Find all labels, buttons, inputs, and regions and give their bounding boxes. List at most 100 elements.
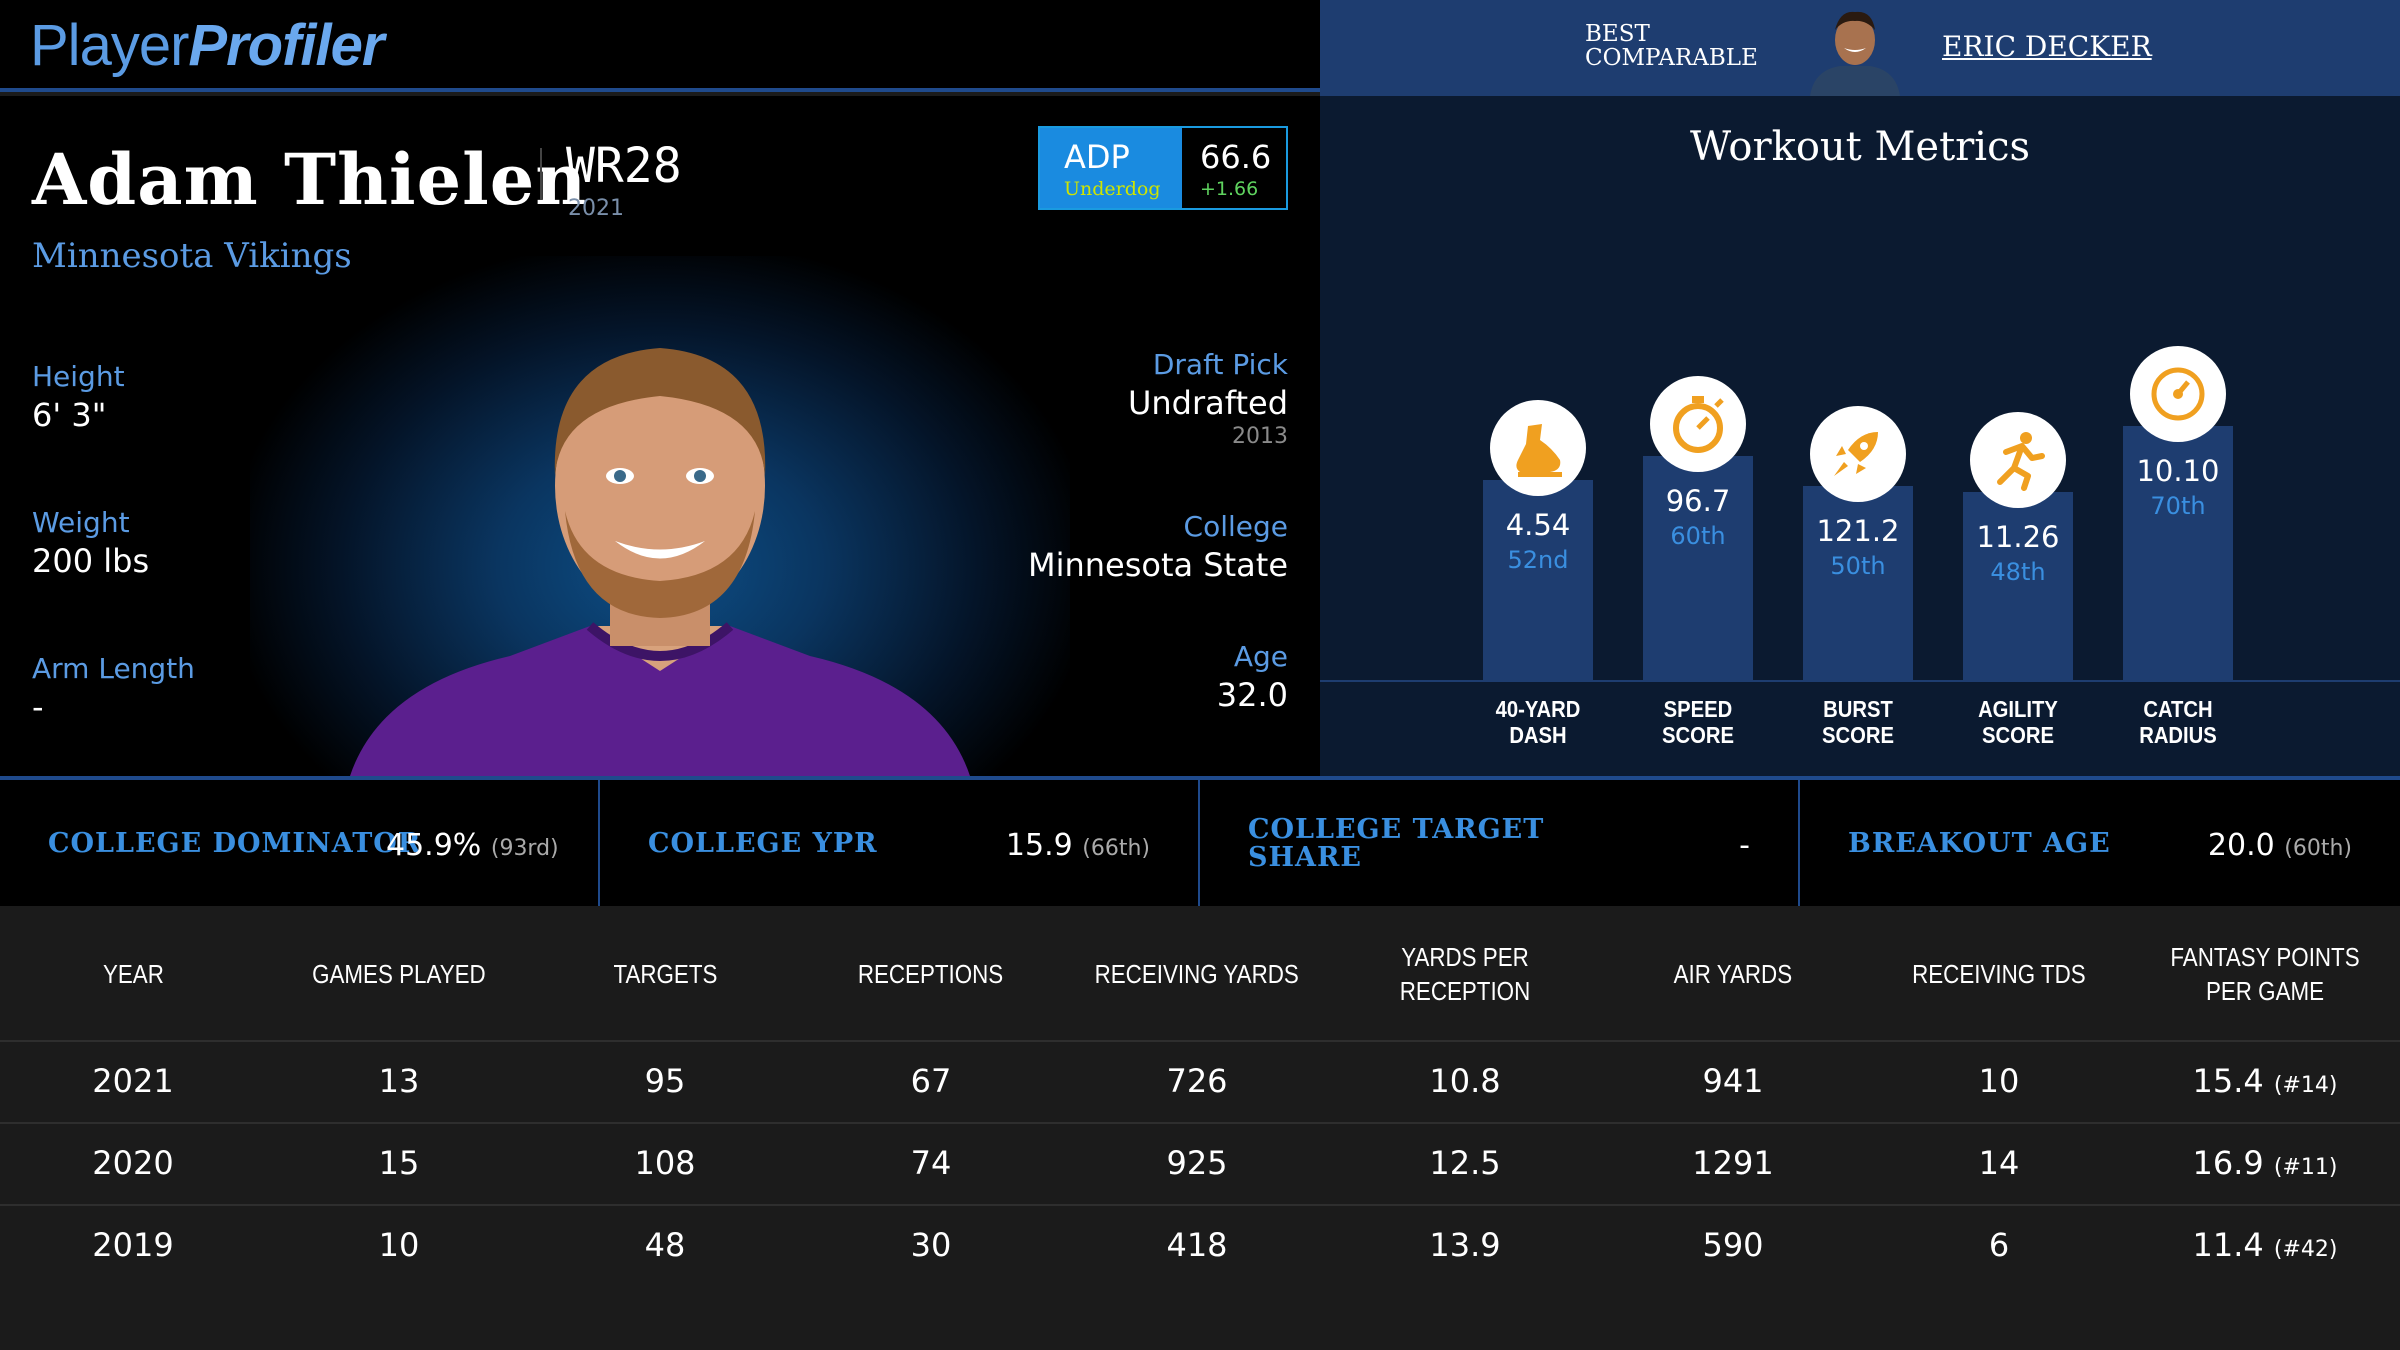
college-target-share-label: COLLEGE TARGET SHARE <box>1248 816 1544 872</box>
metric-value-catch-radius: 10.10 <box>2136 454 2220 488</box>
workout-metrics-title: Workout Metrics <box>1689 124 2031 170</box>
metric-label-line2: DASH <box>1509 722 1567 748</box>
col-header-receptions[interactable]: RECEPTIONS <box>798 906 1064 1042</box>
label-line2: SHARE <box>1248 842 1362 873</box>
metric-label-line2: SCORE <box>1982 722 2054 748</box>
college-ypr-value: 15.9 (66th) <box>1006 828 1150 863</box>
metric-value-40-yard-dash: 4.54 <box>1505 508 1571 542</box>
target-icon <box>2130 346 2226 442</box>
metric-label-catch-radius: CATCH RADIUS <box>2108 696 2249 748</box>
metric-label-line1: BURST <box>1823 696 1893 722</box>
college-ypr-cell[interactable]: COLLEGE YPR 15.9 (66th) <box>600 780 1200 906</box>
comparable-label-line1: BEST <box>1585 21 1650 47</box>
header-text: YEAR <box>102 959 164 989</box>
label-line1: COLLEGE TARGET <box>1248 814 1545 845</box>
metric-bar-speed-score[interactable] <box>1643 456 1753 680</box>
cell-year: 2021 <box>92 1062 174 1100</box>
metric-percentile-40-yard-dash: 52nd <box>1507 546 1569 574</box>
header-text: AIR YARDS <box>1673 959 1793 989</box>
metric-percentile-speed-score: 60th <box>1670 522 1726 550</box>
arm-length-label: Arm Length <box>32 652 195 685</box>
comparable-avatar[interactable] <box>1800 4 1910 96</box>
breakout-age-cell[interactable]: BREAKOUT AGE 20.0 (60th) <box>1800 780 2400 906</box>
col-header-air-yards[interactable]: AIR YARDS <box>1600 906 1866 1042</box>
cell-year: 2019 <box>92 1226 174 1264</box>
col-header-games-played[interactable]: GAMES PLAYED <box>266 906 532 1042</box>
comparable-player-link[interactable]: ERIC DECKER <box>1942 30 2152 63</box>
header-text: RECEIVING TDS <box>1912 959 2086 989</box>
season-stats-table: YEAR GAMES PLAYED TARGETS RECEPTIONS REC… <box>0 906 2400 1350</box>
col-header-fantasy-points[interactable]: FANTASY POINTS PER GAME <box>2132 906 2398 1042</box>
college-value: Minnesota State <box>1027 546 1288 584</box>
adp-box[interactable]: ADP Underdog 66.6 +1.66 <box>1038 126 1288 210</box>
college-dominator-cell[interactable]: COLLEGE DOMINATOR 45.9% (93rd) <box>0 780 600 906</box>
college-target-share-cell[interactable]: COLLEGE TARGET SHARE - <box>1200 780 1800 906</box>
metric-label-line1: 40-YARD <box>1495 696 1581 722</box>
weight-value: 200 lbs <box>32 542 150 580</box>
metric-value-speed-score: 96.7 <box>1665 484 1731 518</box>
cell-receptions: 67 <box>910 1062 952 1100</box>
draft-pick-value: Undrafted <box>1127 384 1288 422</box>
metric-bar-catch-radius[interactable] <box>2123 426 2233 680</box>
fppg-rank: (#14) <box>2273 1073 2338 1098</box>
col-header-targets[interactable]: TARGETS <box>532 906 798 1042</box>
name-divider <box>540 148 542 200</box>
breakout-age-label: BREAKOUT AGE <box>1848 828 2111 859</box>
height-value: 6' 3" <box>32 396 107 434</box>
fppg-rank: (#11) <box>2273 1155 2338 1180</box>
metric-percentile-burst-score: 50th <box>1830 552 1886 580</box>
metric-percentile-catch-radius: 70th <box>2150 492 2206 520</box>
metric-value-agility-score: 11.26 <box>1976 520 2060 554</box>
metric-label-line2: SCORE <box>1662 722 1734 748</box>
col-header-receiving-yards[interactable]: RECEIVING YARDS <box>1064 906 1330 1042</box>
cell-air-yards: 941 <box>1702 1062 1764 1100</box>
college-stats-strip: COLLEGE DOMINATOR 45.9% (93rd) COLLEGE Y… <box>0 776 2400 906</box>
comparable-label-line2: COMPARABLE <box>1585 45 1758 71</box>
header-text: FANTASY POINTS PER GAME <box>2170 942 2360 1006</box>
metric-bar-agility-score[interactable] <box>1963 492 2073 680</box>
header-text: RECEPTIONS <box>858 959 1004 989</box>
cell-ypr: 12.5 <box>1429 1144 1501 1182</box>
col-header-yards-per-reception[interactable]: YARDS PER RECEPTION <box>1330 906 1600 1042</box>
cell-yards: 418 <box>1166 1226 1228 1264</box>
adp-label-block <box>1040 128 1182 208</box>
metric-label-line1: SPEED <box>1663 696 1733 722</box>
adp-source: Underdog <box>1064 178 1161 200</box>
metric-label-line1: AGILITY <box>1978 696 2058 722</box>
college-ypr-label: COLLEGE YPR <box>648 828 878 859</box>
player-name: Adam Thielen <box>32 138 588 221</box>
col-header-year[interactable]: YEAR <box>0 906 266 1042</box>
cell-tds: 10 <box>1978 1062 2020 1100</box>
metric-label-line2: RADIUS <box>2139 722 2217 748</box>
cell-year: 2020 <box>92 1144 174 1182</box>
player-photo <box>340 326 980 776</box>
cell-yards: 726 <box>1166 1062 1228 1100</box>
metric-bar-40-yard-dash[interactable] <box>1483 480 1593 680</box>
site-logo[interactable]: PlayerProfiler <box>30 12 384 79</box>
cell-fppg: 11.4 (#42) <box>2132 1226 2398 1264</box>
adp-label: ADP <box>1064 138 1130 176</box>
metric-bar-burst-score[interactable] <box>1803 486 1913 680</box>
col-header-receiving-tds[interactable]: RECEIVING TDS <box>1866 906 2132 1042</box>
metric-label-line2: SCORE <box>1822 722 1894 748</box>
cell-games: 13 <box>378 1062 420 1100</box>
college-target-share-value: - <box>1739 828 1750 863</box>
runner-icon <box>1970 412 2066 508</box>
logo-text-player: Player <box>30 13 189 78</box>
adp-change: +1.66 <box>1200 178 1259 200</box>
team-name[interactable]: Minnesota Vikings <box>32 236 352 276</box>
age-label: Age <box>1233 640 1288 673</box>
row-divider <box>0 1204 2400 1206</box>
cell-ypr: 13.9 <box>1429 1226 1501 1264</box>
cell-games: 15 <box>378 1144 420 1182</box>
cell-tds: 14 <box>1978 1144 2020 1182</box>
fppg-value: 15.4 <box>2192 1062 2264 1100</box>
college-dominator-label: COLLEGE DOMINATOR <box>48 828 422 859</box>
arm-length-value: - <box>32 688 44 726</box>
value-text: 45.9% <box>386 828 482 863</box>
position-rank: WR28 <box>566 138 682 194</box>
cell-games: 10 <box>378 1226 420 1264</box>
draft-year: 2013 <box>1232 424 1288 449</box>
metric-label-40-yard-dash: 40-YARD DASH <box>1468 696 1609 748</box>
height-label: Height <box>32 360 125 393</box>
